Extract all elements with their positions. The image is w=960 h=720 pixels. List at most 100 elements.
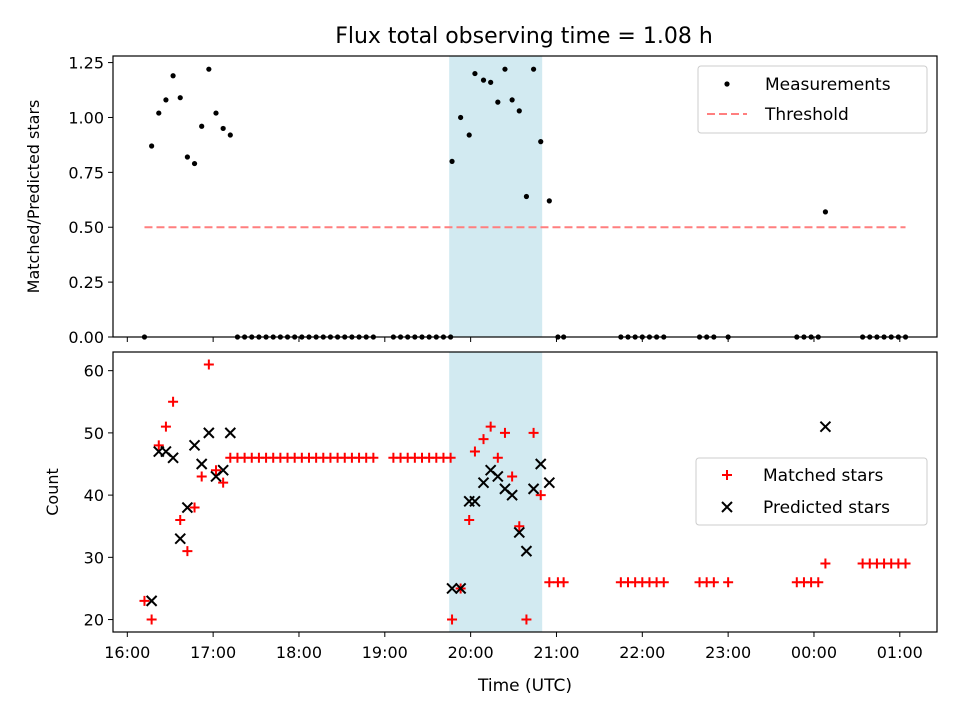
measurement-point	[458, 114, 464, 121]
x-tick-label: 22:00	[619, 643, 665, 662]
bottom-y-tick-label: 50	[84, 424, 104, 443]
measurement-point	[199, 123, 205, 129]
measurement-point	[488, 79, 494, 85]
matched-stars-point	[528, 427, 539, 438]
bottom-y-tick-label: 60	[84, 362, 104, 381]
matched-stars-point	[160, 421, 171, 432]
matched-stars-point	[368, 452, 379, 463]
bottom-y-tick-label: 20	[84, 611, 104, 630]
matched-stars-point	[469, 446, 480, 457]
measurement-point	[213, 110, 219, 116]
predicted-stars-point	[454, 582, 467, 595]
measurement-point	[546, 198, 552, 204]
legend-frame	[695, 457, 928, 526]
matched-stars-point	[558, 577, 569, 588]
predicted-stars-point	[513, 526, 525, 539]
measurement-point	[495, 99, 501, 105]
bottom-legend: Matched stars Predicted stars	[695, 457, 928, 526]
x-tick-label: 18:00	[276, 643, 322, 662]
predicted-stars-point	[527, 483, 540, 495]
x-tick-label: 19:00	[362, 643, 408, 662]
matched-stars-point	[485, 421, 496, 432]
x-tick-label: 16:00	[104, 643, 150, 662]
matched-stars-point	[521, 614, 532, 625]
measurement-point	[480, 77, 487, 83]
measurement-point	[472, 70, 478, 77]
bottom-y-axis-label: Count	[43, 468, 62, 516]
matched-stars-point	[218, 477, 229, 488]
predicted-stars-point	[535, 458, 547, 470]
figure-title: Flux total observing time = 1.08 h	[335, 24, 713, 49]
measurement-point	[466, 132, 472, 138]
measurement-point	[149, 143, 155, 149]
matched-stars-point	[535, 490, 546, 501]
legend-predicted-label: Predicted stars	[763, 498, 890, 518]
measurement-point	[822, 209, 829, 215]
predicted-stars-point	[469, 495, 481, 508]
measurement-point	[509, 97, 515, 103]
top-y-tick-label: 0.75	[68, 163, 104, 182]
matched-stars-point	[168, 396, 179, 407]
matched-stars-point	[820, 558, 831, 569]
x-tick-label: 00:00	[791, 643, 837, 662]
matched-stars-point	[900, 558, 911, 569]
predicted-stars-point	[145, 595, 158, 607]
predicted-stars-point	[520, 545, 533, 557]
top-legend: Measurements Threshold	[697, 65, 928, 134]
bottom-plot-frame	[112, 351, 938, 633]
matched-stars-point	[175, 515, 186, 525]
measurement-point	[206, 66, 212, 72]
legend-predicted-marker	[721, 501, 733, 513]
measurement-point	[530, 66, 537, 72]
predicted-stars-point	[181, 501, 194, 514]
matched-stars-point	[189, 502, 200, 513]
matched-stars-point	[544, 577, 555, 588]
top-y-tick-label: 1.25	[68, 54, 104, 73]
x-axis-label: Time (UTC)	[477, 676, 572, 696]
measurement-point	[184, 154, 190, 160]
top-y-tick-label: 0.00	[68, 328, 104, 347]
matched-stars-point	[182, 546, 193, 557]
predicted-stars-point	[195, 458, 208, 470]
measurement-point	[191, 160, 198, 167]
legend-measurements-label: Measurements	[765, 75, 891, 95]
x-tick-label: 20:00	[448, 643, 494, 662]
matched-stars-point	[447, 614, 458, 625]
legend-measurements-marker	[724, 81, 730, 87]
predicted-stars-point	[203, 427, 215, 439]
matched-stars-point	[153, 440, 164, 451]
measurement-point	[502, 66, 508, 72]
matched-stars-point	[203, 359, 214, 370]
predicted-stars-point	[819, 420, 832, 433]
measurement-point	[227, 132, 233, 138]
predicted-stars-point	[167, 452, 179, 464]
top-y-tick-label: 1.00	[68, 108, 104, 127]
top-plot-frame	[112, 55, 938, 338]
measurement-point	[163, 97, 169, 103]
predicted-stars-point	[506, 489, 518, 501]
legend-threshold-label: Threshold	[764, 105, 849, 125]
measurement-point	[538, 139, 544, 145]
predicted-stars-point	[188, 439, 201, 452]
legend-matched-marker	[722, 470, 732, 480]
x-tick-label: 21:00	[533, 643, 579, 662]
matched-stars-point	[514, 521, 525, 532]
bottom-y-tick-label: 40	[84, 486, 104, 505]
top-y-tick-label: 0.25	[68, 273, 104, 292]
matched-stars-point	[499, 427, 510, 438]
legend-frame	[697, 65, 928, 134]
matched-stars-point	[478, 434, 489, 445]
legend-matched-label: Matched stars	[763, 466, 883, 486]
matched-stars-point	[658, 577, 669, 588]
bottom-panel: 20 30 40 50 60 16:00 17:00 18:00 19:00 20:00 21:00…	[43, 351, 938, 696]
matched-stars-point	[139, 595, 150, 606]
measurement-point	[220, 125, 226, 132]
matched-stars-point	[196, 471, 207, 482]
measurement-point	[156, 110, 162, 116]
measurement-point	[516, 108, 522, 114]
predicted-stars-point	[446, 582, 458, 595]
matched-stars-point	[507, 471, 518, 482]
predicted-stars-point	[492, 470, 504, 483]
matched-stars-point	[146, 614, 157, 625]
matched-stars-point	[211, 465, 221, 476]
